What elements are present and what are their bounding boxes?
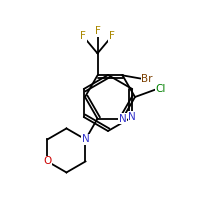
Text: O: O xyxy=(43,156,52,166)
Text: N: N xyxy=(119,114,126,124)
Text: N: N xyxy=(82,134,89,144)
Text: Br: Br xyxy=(141,74,153,84)
Text: F: F xyxy=(109,31,115,41)
Text: N: N xyxy=(128,112,136,122)
Text: F: F xyxy=(95,26,100,36)
Text: Cl: Cl xyxy=(155,84,166,94)
Text: F: F xyxy=(80,31,86,41)
